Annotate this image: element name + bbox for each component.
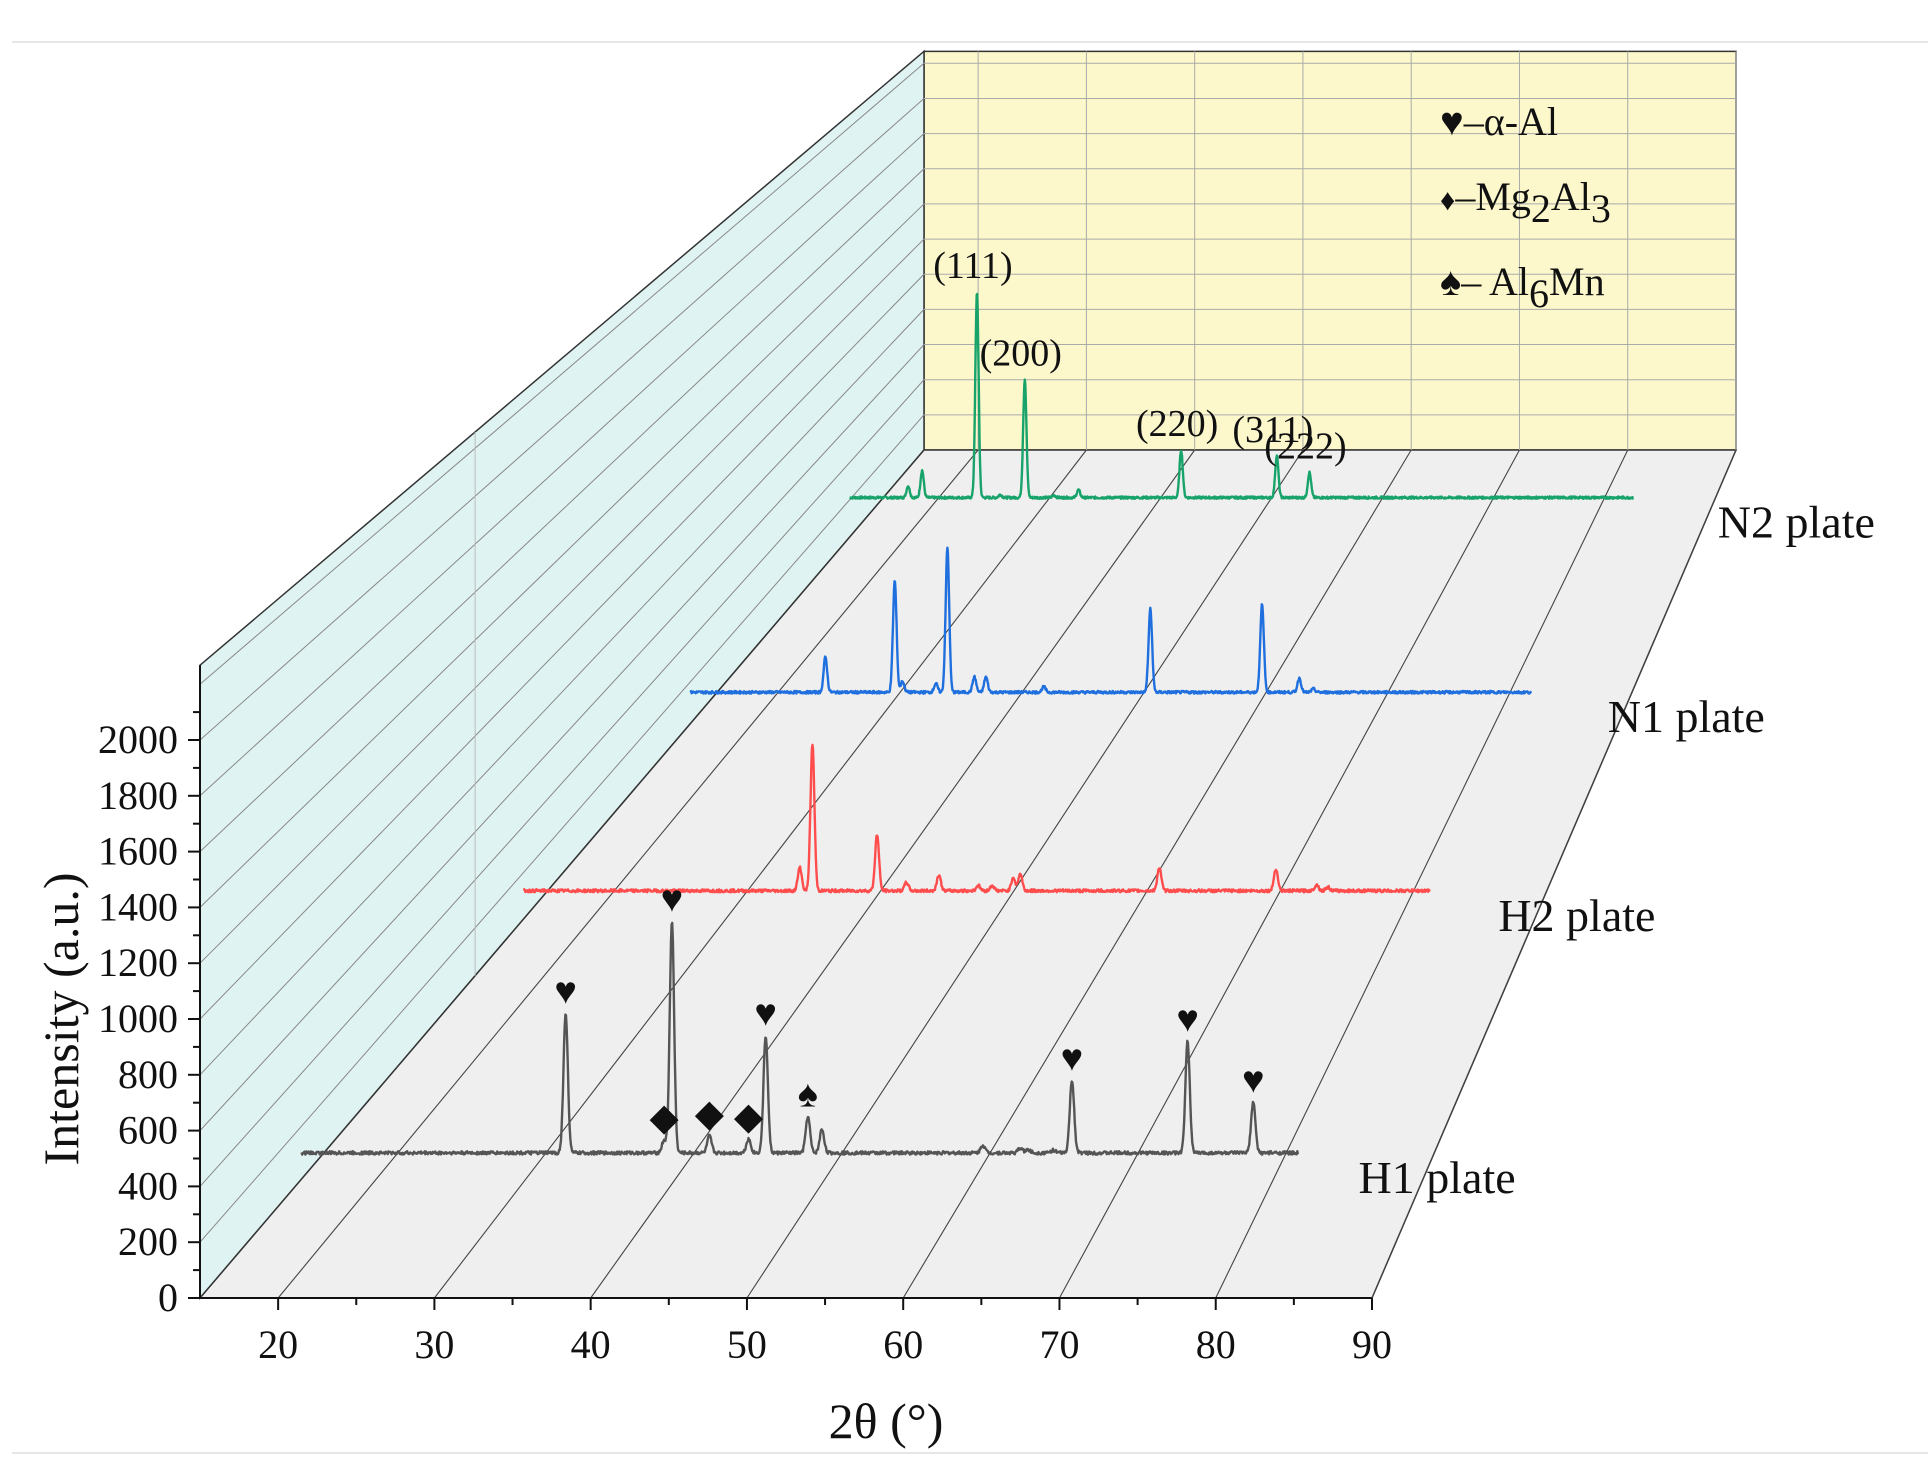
x-tick-label: 80 — [1196, 1322, 1236, 1367]
hkl-label: (200) — [980, 332, 1062, 374]
floor-grid-x — [433, 449, 1087, 1299]
y-tick-label: 0 — [158, 1275, 178, 1320]
series-label-h2: H2 plate — [1498, 890, 1655, 941]
floor-grid-x — [1215, 449, 1629, 1299]
phase-marker: ♥ — [661, 878, 684, 920]
series-line-n1 — [689, 546, 1533, 695]
floor-grid-x — [1371, 449, 1737, 1299]
y-tick-label: 1200 — [98, 940, 178, 985]
back-wall — [923, 50, 1737, 451]
side-grid-y — [199, 238, 925, 964]
x-tick-label: 70 — [1039, 1322, 1079, 1367]
y-tick-label: 1000 — [98, 996, 178, 1041]
legend-entry: ♦–Mg2Al3 — [1440, 174, 1611, 231]
phase-marker: ◆ — [695, 1093, 725, 1135]
x-axis-title: 2θ (°) — [829, 1393, 944, 1449]
series-line-h1 — [300, 921, 1300, 1156]
side-grid-y — [199, 62, 925, 685]
side-grid-y — [199, 414, 925, 1243]
y-tick-label: 600 — [118, 1108, 178, 1153]
side-grid-y — [199, 168, 925, 852]
x-tick-label: 40 — [571, 1322, 611, 1367]
legend-entry: ♠– Al6Mn — [1440, 259, 1605, 316]
y-tick-label: 400 — [118, 1163, 178, 1208]
labels-layer: N2 plate N1 plate H2 plate H1 plate (111) (20… — [554, 245, 1875, 1203]
y-tick-label: 1400 — [98, 884, 178, 929]
y-axis-title: Intensity (a.u.) — [33, 873, 89, 1166]
hkl-label: (220) — [1136, 403, 1218, 445]
side-grid-y — [199, 133, 925, 797]
grid-lines — [199, 51, 1737, 1299]
side-grid-y — [199, 379, 925, 1187]
series-label-h1: H1 plate — [1359, 1152, 1516, 1203]
floor-grid-x — [1058, 449, 1520, 1299]
y-tick-label: 200 — [118, 1219, 178, 1264]
axes: 20 30 40 50 60 70 80 90 0 200 400 600 800 1000 1200 140… — [33, 665, 1392, 1449]
phase-marker: ◆ — [649, 1097, 679, 1139]
phase-marker: ♥ — [1242, 1060, 1265, 1102]
floor-grid-x — [277, 449, 979, 1299]
floor-grid-x — [590, 449, 1196, 1299]
legend: ♥–α-Al ♦–Mg2Al3 ♠– Al6Mn — [1440, 99, 1611, 316]
phase-marker: ♥ — [554, 970, 577, 1012]
x-tick-label: 30 — [414, 1322, 454, 1367]
side-grid-y — [199, 344, 925, 1131]
box-walls — [198, 49, 1738, 1301]
phase-marker: ♠ — [798, 1074, 818, 1116]
y-tick-label: 1600 — [98, 829, 178, 874]
series-label-n1: N1 plate — [1608, 691, 1765, 742]
floor-grid-x — [746, 449, 1304, 1299]
series-line-n2 — [849, 292, 1635, 500]
x-tick-label: 90 — [1352, 1322, 1392, 1367]
y-tick-label: 1800 — [98, 773, 178, 818]
hkl-label: (111) — [933, 245, 1013, 287]
x-tick-label: 50 — [727, 1322, 767, 1367]
phase-marker: ♥ — [1176, 998, 1199, 1040]
side-grid-y — [199, 203, 925, 908]
series-label-n2: N2 plate — [1718, 497, 1875, 548]
y-tick-label: 800 — [118, 1052, 178, 1097]
phase-marker: ♥ — [1061, 1037, 1084, 1079]
series-line-h2 — [522, 743, 1431, 894]
x-tick-label: 20 — [258, 1322, 298, 1367]
phase-marker: ◆ — [734, 1096, 764, 1138]
phase-marker: ♥ — [754, 993, 777, 1035]
side-grid-y — [199, 309, 925, 1076]
side-grid-y — [199, 273, 925, 1020]
hkl-label: (311) — [1232, 409, 1313, 451]
side-grid-y — [199, 98, 925, 741]
hkl-label: (222) — [1264, 425, 1346, 467]
x-tick-label: 60 — [883, 1322, 923, 1367]
legend-entry: ♥–α-Al — [1440, 99, 1558, 144]
series-layer — [300, 292, 1635, 1156]
y-tick-label: 2000 — [98, 717, 178, 762]
